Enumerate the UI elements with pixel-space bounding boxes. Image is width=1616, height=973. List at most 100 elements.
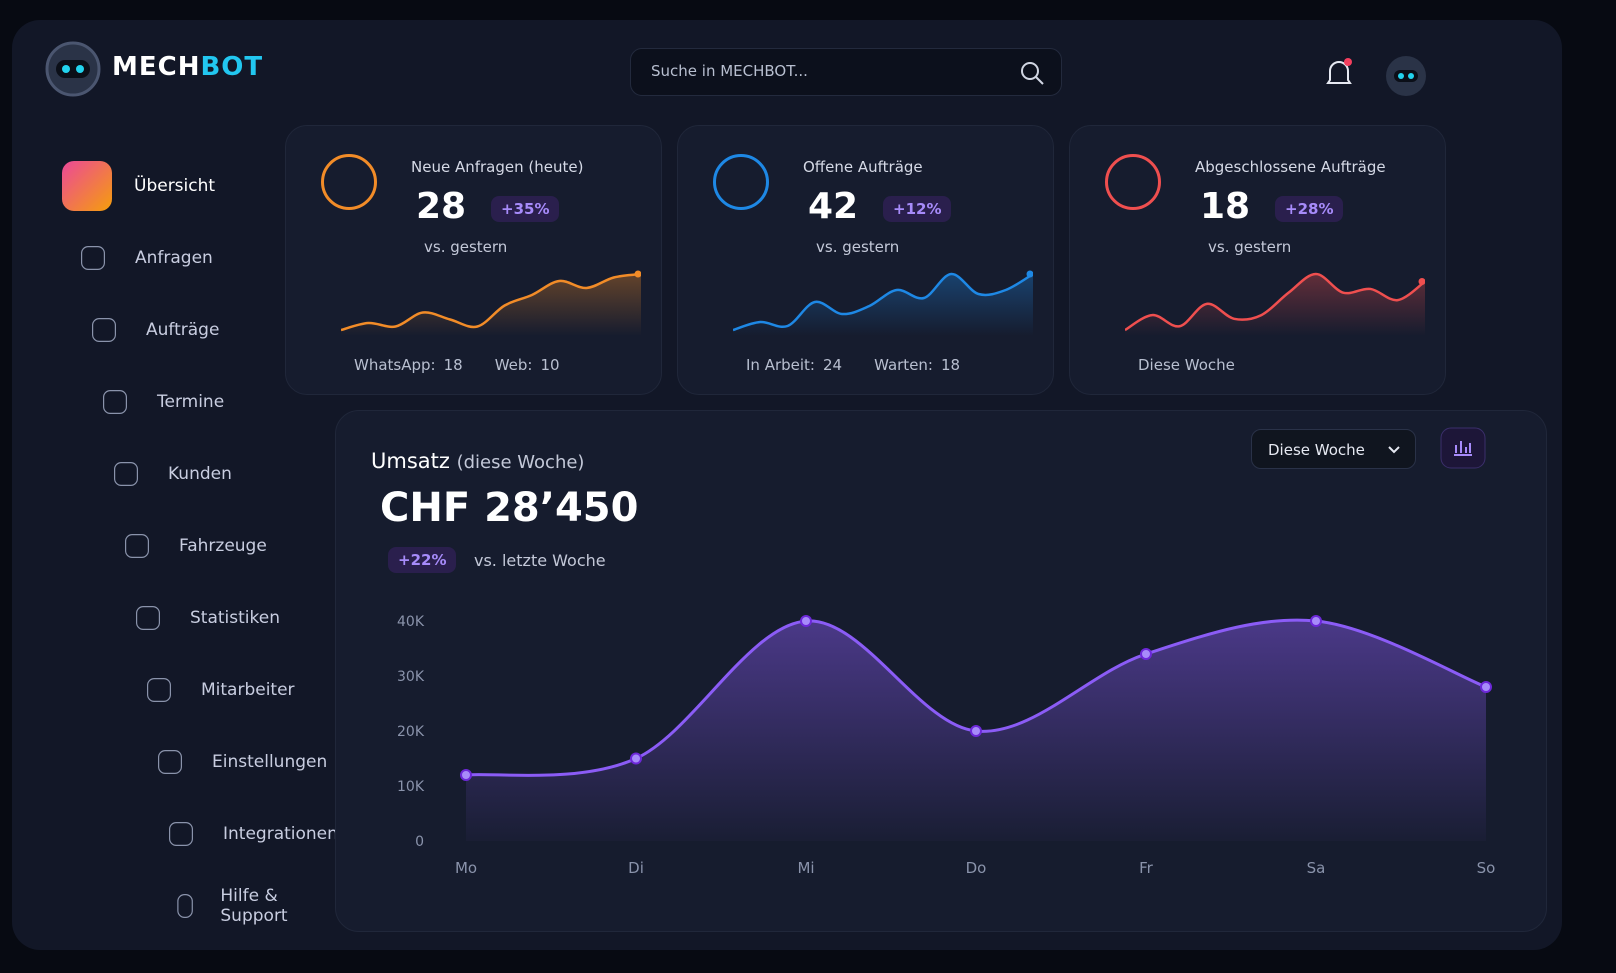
sparkline [341, 270, 641, 336]
revenue-heading: Umsatz (diese Woche) [371, 449, 584, 473]
search-box[interactable]: Suche in MECHBOT... [630, 48, 1062, 96]
card-change: +28% [1275, 196, 1344, 222]
nav-label: Fahrzeuge [179, 536, 267, 556]
card-footer: In Arbeit: 24 Warten: 18 [746, 356, 992, 374]
footer-item: Web: 10 [495, 356, 560, 374]
sparkline-end [1418, 277, 1425, 285]
search-icon [1021, 62, 1044, 85]
nav-icon [147, 678, 171, 702]
card-change: +12% [883, 196, 952, 222]
card-footer: WhatsApp: 18 Web: 10 [354, 356, 592, 374]
footer-label: In Arbeit: [746, 356, 815, 374]
nav-item[interactable]: Aufträge [84, 308, 219, 352]
nav-item[interactable]: Einstellungen [150, 740, 327, 784]
x-tick-label: Sa [1307, 859, 1326, 877]
nav-item[interactable]: Übersicht [62, 161, 216, 211]
nav-item[interactable]: Hilfe & Support [172, 884, 301, 928]
footer-value: 10 [540, 356, 560, 374]
x-tick-label: Do [966, 859, 987, 877]
sparkline [733, 270, 1033, 336]
dropdown-arrow [1388, 446, 1400, 454]
brand-part: MECH [112, 52, 201, 82]
nav-icon [177, 894, 194, 918]
nav-item[interactable]: Mitarbeiter [139, 668, 295, 712]
y-tick-label: 30K [397, 669, 425, 685]
sparkline-line [341, 272, 641, 332]
nav-label: Übersicht [134, 176, 216, 196]
period-dropdown[interactable]: Diese Woche [1251, 429, 1416, 469]
revenue-point [1310, 615, 1322, 627]
revenue-compare: vs. letzte Woche [474, 551, 606, 570]
x-tick-label: Mi [797, 859, 814, 877]
card-compare: vs. gestern [424, 238, 508, 256]
chart-type-button[interactable] [1440, 427, 1486, 469]
revenue-point [1480, 681, 1492, 693]
footer-label: WhatsApp: [354, 356, 436, 374]
nav-label: Mitarbeiter [201, 680, 295, 700]
card-icon [1105, 154, 1161, 210]
card-icon [321, 154, 377, 210]
nav-label: Anfragen [135, 248, 213, 268]
stat-card: Neue Anfragen (heute) 28 +35% vs. gestern Wh… [285, 125, 662, 395]
card-title: Offene Aufträge [803, 158, 923, 176]
nav-item[interactable]: Statistiken [128, 596, 280, 640]
card-title: Neue Anfragen (heute) [411, 158, 584, 176]
nav-label: Einstellungen [212, 752, 328, 772]
nav-icon [114, 462, 138, 486]
footer-value: 18 [443, 356, 463, 374]
y-tick-label: 10K [397, 779, 425, 795]
card-icon [713, 154, 769, 210]
logo-icon [45, 41, 101, 97]
y-tick-label: 40K [397, 614, 425, 630]
card-value: 42 [808, 186, 859, 227]
footer-label: Web: [494, 356, 533, 374]
x-tick-label: Mo [455, 859, 477, 877]
nav-label: Kunden [168, 464, 232, 484]
footer-value: 24 [822, 356, 843, 374]
nav-item[interactable]: Anfragen [73, 236, 213, 280]
nav-item[interactable]: Integrationen [161, 812, 338, 856]
revenue-panel: Umsatz (diese Woche) CHF 28’450 +22% vs.… [335, 410, 1547, 932]
nav-label: Termine [157, 392, 225, 412]
stat-card: Offene Aufträge 42 +12% vs. gestern In Arbei… [677, 125, 1054, 395]
brand-part: BOT [200, 52, 264, 82]
nav-icon [62, 161, 112, 211]
revenue-point [630, 752, 642, 765]
nav-label: Hilfe & Support [220, 886, 288, 926]
card-value: 18 [1200, 186, 1251, 227]
sparkline-line [733, 272, 1033, 332]
user-avatar[interactable] [1384, 54, 1428, 98]
revenue-total: CHF 28’450 [380, 485, 639, 531]
nav-label: Aufträge [146, 320, 220, 340]
nav-label: Integrationen [223, 824, 338, 844]
x-tick-label: Fr [1139, 859, 1154, 877]
x-tick-label: Di [628, 859, 644, 877]
card-title: Abgeschlossene Aufträge [1195, 158, 1386, 176]
sidebar: Übersicht Anfragen Aufträge Termine Kunden Fa… [32, 120, 338, 940]
nav-label: Statistiken [190, 608, 280, 628]
y-tick-label: 0 [415, 834, 424, 850]
search-placeholder: Suche in MECHBOT... [651, 62, 808, 80]
card-compare: vs. gestern [816, 238, 900, 256]
card-change: +35% [491, 196, 560, 222]
stat-card: Abgeschlossene Aufträge 18 +28% vs. gestern… [1069, 125, 1446, 395]
notification-bell[interactable] [1322, 56, 1356, 90]
revenue-point [800, 615, 812, 627]
nav-item[interactable]: Fahrzeuge [117, 524, 267, 568]
footer-value: 18 [940, 356, 961, 374]
nav-item[interactable]: Kunden [106, 452, 232, 496]
nav-icon [158, 750, 182, 774]
sparkline-end [634, 270, 641, 278]
period-label: Diese Woche [1268, 441, 1365, 459]
footer-item: In Arbeit: 24 [746, 356, 842, 374]
nav-icon [92, 318, 116, 342]
card-compare: vs. gestern [1208, 238, 1292, 256]
revenue-chart: 0 10K 20K 30K 40K Mo Di Mi Do Fr Sa So [397, 614, 1495, 877]
sparkline-area [341, 274, 641, 336]
brand: MECHBOT [112, 52, 263, 82]
revenue-point [1140, 648, 1152, 660]
nav-item[interactable]: Termine [95, 380, 224, 424]
sparkline [1125, 272, 1425, 336]
nav-icon [103, 390, 127, 414]
